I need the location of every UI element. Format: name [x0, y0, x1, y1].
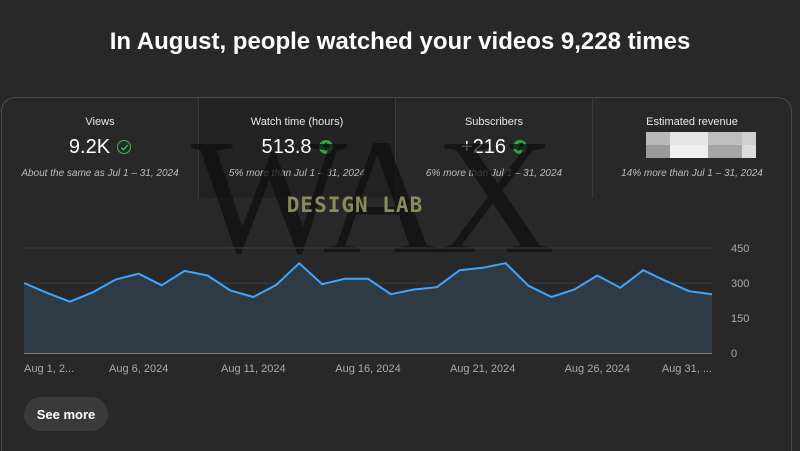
metric-value: +216 [460, 135, 507, 158]
y-tick-label: 300 [731, 278, 749, 290]
x-tick-label: Aug 6, 2024 [109, 363, 168, 375]
metric-tab-revenue[interactable]: Estimated revenue 14% more than Jul 1 – … [593, 98, 791, 198]
x-tick-label: Aug 11, 2024 [221, 363, 286, 375]
redacted-revenue-value [646, 132, 756, 158]
metric-label: Views [85, 116, 115, 128]
y-tick-label: 150 [731, 313, 749, 325]
metric-comparison: 6% more than Jul 1 – 31, 2024 [425, 168, 563, 179]
see-more-button[interactable]: See more [24, 397, 108, 431]
x-axis-ticks: Aug 1, 2... Aug 6, 2024 Aug 11, 2024 Aug 16… [24, 363, 712, 375]
arrow-up-icon [513, 140, 528, 154]
metric-value-row: +216 [396, 134, 592, 160]
watch-time-chart: 450 300 150 0 Aug 1, 2... Aug 6, 2024 Aug 11,… [23, 243, 749, 375]
metric-tab-watch-time[interactable]: Watch time (hours) 513.8 5% more than Ju… [199, 98, 396, 198]
metric-label: Watch time (hours) [250, 116, 344, 128]
metric-comparison: 5% more than Jul 1 – 31, 2024 [228, 168, 366, 179]
y-axis-ticks: 450 300 150 0 [731, 243, 749, 360]
metric-value-row: 9.2K [2, 134, 198, 160]
metric-value: 9.2K [68, 135, 111, 158]
metric-comparison: About the same as Jul 1 – 31, 2024 [21, 168, 179, 179]
check-circle-icon [117, 140, 132, 154]
y-tick-label: 450 [731, 243, 749, 255]
chart-line [23, 261, 713, 303]
page-headline: In August, people watched your videos 9,… [109, 28, 691, 55]
x-tick-label: Aug 1, 2... [24, 363, 74, 375]
metric-comparison: 14% more than Jul 1 – 31, 2024 [621, 168, 763, 179]
x-tick-label: Aug 16, 2024 [335, 363, 400, 375]
metric-tabs: Views 9.2K About the same as Jul 1 – 31,… [2, 98, 791, 199]
y-tick-label: 0 [731, 348, 737, 360]
x-tick-label: Aug 31, ... [662, 363, 712, 375]
metric-tab-subscribers[interactable]: Subscribers +216 6% more than Jul 1 – 31… [396, 98, 593, 198]
metric-label: Estimated revenue [646, 116, 738, 128]
metric-value: 513.8 [261, 135, 312, 158]
x-tick-label: Aug 21, 2024 [450, 363, 515, 375]
analytics-card: Views 9.2K About the same as Jul 1 – 31,… [1, 97, 792, 451]
metric-tab-views[interactable]: Views 9.2K About the same as Jul 1 – 31,… [2, 98, 199, 198]
metric-label: Subscribers [464, 116, 524, 128]
arrow-up-icon [318, 140, 333, 154]
metric-value-row: 513.8 [199, 134, 395, 160]
chart-area-fill [24, 263, 712, 353]
x-tick-label: Aug 26, 2024 [565, 363, 630, 375]
